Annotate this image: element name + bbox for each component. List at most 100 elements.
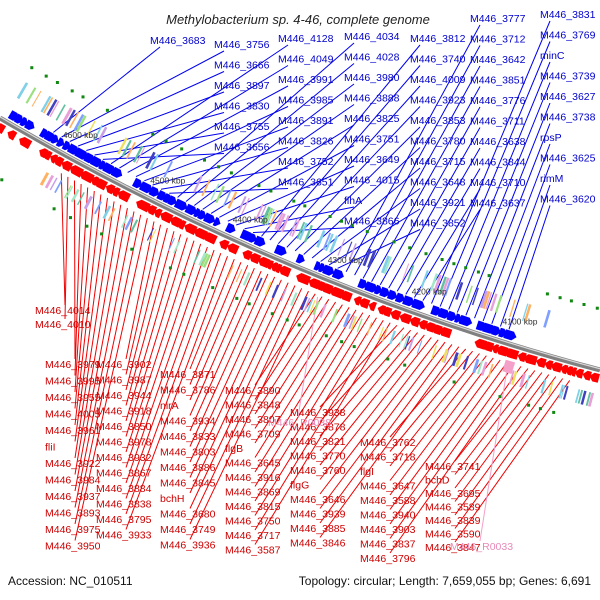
cog-bar xyxy=(296,221,306,240)
forward-leader-line xyxy=(508,205,551,330)
forward-gene-label: rimM xyxy=(540,173,563,185)
reverse-leader-line xyxy=(125,234,182,422)
cog-bar xyxy=(145,151,156,169)
cog-bar xyxy=(117,137,128,155)
forward-gene-label: M446_3738 xyxy=(540,112,596,124)
reverse-gene xyxy=(574,368,585,379)
forward-gene xyxy=(19,116,28,127)
cog-bar xyxy=(16,82,29,100)
cog-bar xyxy=(331,308,339,323)
cog-bar xyxy=(49,177,58,191)
cog-bar xyxy=(263,207,274,226)
cog-bar xyxy=(444,278,452,296)
reverse-leader-line xyxy=(454,368,529,462)
forward-gene-label: M446_3844 xyxy=(470,157,526,169)
cog-bar xyxy=(120,214,129,228)
cog-bar xyxy=(40,95,52,113)
reverse-gene xyxy=(358,298,371,309)
reverse-gene xyxy=(536,357,547,368)
reverse-gene-label: M446_3885 xyxy=(290,523,346,535)
reverse-gene xyxy=(184,223,198,236)
gc-marker xyxy=(69,216,72,220)
rna-leader-line xyxy=(479,364,509,542)
forward-gene xyxy=(394,292,405,303)
gc-marker xyxy=(498,395,502,399)
reverse-gene-label: M446_3878 xyxy=(290,422,346,434)
forward-gene-label: M446_3666 xyxy=(214,60,270,72)
cog-bar xyxy=(366,322,373,336)
cog-bar xyxy=(362,248,372,267)
reverse-gene xyxy=(495,345,509,357)
cog-bar xyxy=(94,201,103,215)
cog-bar xyxy=(325,233,334,252)
forward-gene xyxy=(402,295,415,307)
reverse-leader-line xyxy=(254,307,350,458)
reverse-gene-label: M446_3846 xyxy=(290,538,346,550)
forward-gene-label: M446_3830 xyxy=(214,101,270,113)
cog-bar xyxy=(146,227,155,241)
forward-leader-line xyxy=(396,147,481,292)
gc-marker xyxy=(269,189,273,193)
forward-gene-label: M446_3853 xyxy=(410,115,466,127)
forward-leader-line xyxy=(110,44,289,165)
reverse-gene-label: M446_3741 xyxy=(425,461,481,473)
forward-gene-label: M446_3683 xyxy=(150,35,206,47)
reverse-leader-line xyxy=(189,270,262,432)
cog-bar xyxy=(312,301,320,315)
reverse-gene xyxy=(544,360,554,370)
reverse-gene-label: M446_3871 xyxy=(160,369,216,381)
reverse-gene-label: M446_3762 xyxy=(360,437,416,449)
reverse-gene-label: M446_3938 xyxy=(290,407,346,419)
reverse-gene-label: M446_3770 xyxy=(290,451,346,463)
cog-bar xyxy=(441,277,450,296)
cog-bar xyxy=(322,232,332,250)
forward-gene xyxy=(224,222,236,234)
reverse-leader-line xyxy=(319,334,425,466)
reverse-leader-line xyxy=(125,240,195,453)
cog-bar xyxy=(558,384,564,399)
reverse-gene xyxy=(43,150,53,161)
reverse-leader-line xyxy=(74,208,128,492)
reverse-gene-label: M446_4014 xyxy=(35,305,91,317)
reverse-gene xyxy=(483,341,495,353)
cog-bar xyxy=(135,147,146,164)
kbp-tick-label: 4400 kbp xyxy=(233,215,268,225)
forward-leader-line xyxy=(362,65,481,279)
forward-gene-label: rpsP xyxy=(540,132,562,144)
forward-gene-label: M446_3638 xyxy=(470,136,526,148)
cog-bar xyxy=(107,208,116,222)
reverse-leader-line xyxy=(74,187,89,393)
forward-gene-label: M446_3740 xyxy=(410,54,466,66)
forward-leader-line xyxy=(210,124,355,214)
forward-gene-label: M446_3866 xyxy=(344,216,400,228)
cog-bar xyxy=(479,290,488,309)
gc-marker xyxy=(340,340,344,344)
forward-gene-label: M446_3923 xyxy=(410,95,466,107)
forward-gene-label: M446_3751 xyxy=(344,134,400,146)
forward-leader-line xyxy=(144,126,289,182)
forward-gene-label: M446_3739 xyxy=(540,71,596,83)
reverse-gene-label: M446_3588 xyxy=(360,495,416,507)
cog-bar xyxy=(416,340,423,354)
reverse-leader-line xyxy=(389,359,501,510)
cog-bar xyxy=(70,188,80,203)
reverse-gene-label: M446_3936 xyxy=(160,540,216,552)
reverse-leader-line xyxy=(125,243,202,468)
reverse-gene xyxy=(438,327,453,339)
reverse-gene-label: M446_3916 xyxy=(225,472,281,484)
cog-bar xyxy=(485,292,493,310)
forward-gene-label: M446_3897 xyxy=(214,80,270,92)
forward-leader-line xyxy=(119,65,289,169)
gc-marker xyxy=(81,95,85,99)
forward-gene xyxy=(132,177,143,189)
cog-bar xyxy=(508,370,515,385)
forward-leader-line xyxy=(160,167,289,190)
reverse-leader-line xyxy=(74,180,76,360)
gc-marker xyxy=(292,199,296,203)
cog-bar xyxy=(280,288,287,302)
reverse-gene xyxy=(249,253,262,265)
reverse-leader-line xyxy=(64,176,69,320)
reverse-leader-line xyxy=(254,314,371,502)
forward-gene-label: M446_4028 xyxy=(344,52,400,64)
gc-marker xyxy=(552,410,556,414)
